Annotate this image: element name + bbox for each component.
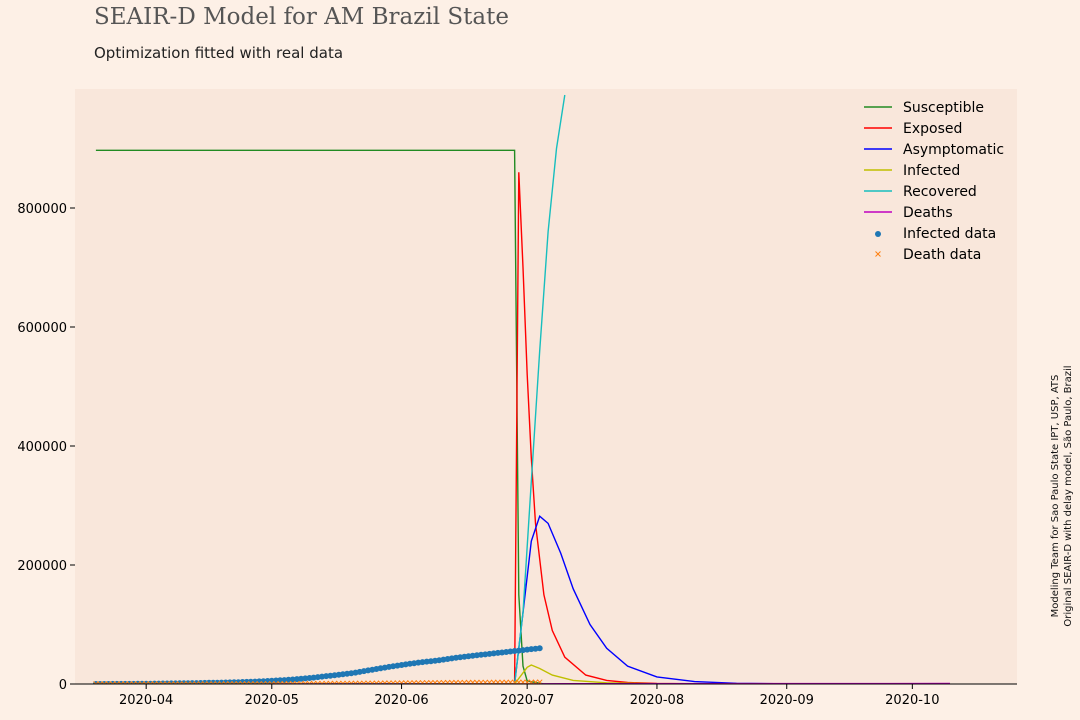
death-data-point <box>93 681 99 684</box>
legend-label: Susceptible <box>903 100 984 116</box>
x-tick-label: 2020-06 <box>374 693 428 708</box>
axes-layer: 2020-04 2020-05 2020-06 2020-07 2020-08 2020-… <box>17 202 1017 708</box>
death-data-point <box>419 679 426 684</box>
death-data-point <box>432 679 438 684</box>
death-data-point <box>469 679 476 684</box>
death-data-point <box>494 679 501 684</box>
death-data-point <box>361 680 367 684</box>
legend-item-susceptible: Susceptible <box>864 100 984 116</box>
death-data-point <box>381 680 388 684</box>
legend-label: Recovered <box>903 184 977 200</box>
death-data-point <box>428 679 434 684</box>
death-data-point <box>398 680 405 684</box>
death-data-point <box>465 679 472 684</box>
legend-label: Death data <box>903 247 981 263</box>
death-data-point <box>394 680 401 684</box>
death-data-point <box>335 680 342 684</box>
death-data-point <box>373 680 380 684</box>
legend-item-asymptomatic: Asymptomatic <box>864 142 1004 158</box>
x-tick-label: 2020-10 <box>885 693 939 708</box>
x-tick-label: 2020-04 <box>119 693 173 708</box>
legend-label: Infected <box>903 163 960 179</box>
death-data-point <box>386 680 392 684</box>
y-tick-label: 600000 <box>17 321 67 336</box>
legend-label: Exposed <box>903 121 962 137</box>
death-data-point <box>365 680 371 684</box>
death-data-point <box>407 680 413 684</box>
death-data-point <box>490 679 497 684</box>
y-tick-label: 800000 <box>17 202 67 217</box>
death-data-point <box>377 680 384 684</box>
death-data-point <box>402 680 409 684</box>
death-data-point <box>461 679 468 684</box>
x-tick-label: 2020-05 <box>245 693 299 708</box>
legend-item-recovered: Recovered <box>864 184 977 200</box>
series-susceptible-line <box>95 149 950 684</box>
x-tick-label: 2020-09 <box>760 693 814 708</box>
death-data-point <box>352 680 359 684</box>
legend-item-death-data: Death data <box>875 247 981 263</box>
legend-item-infected-data: Infected data <box>875 226 996 242</box>
legend-swatch <box>875 251 881 257</box>
y-tick-label: 400000 <box>17 440 67 455</box>
chart-title: SEAIR-D Model for AM Brazil State <box>94 4 509 30</box>
death-data-point <box>436 679 443 684</box>
series-recovered-line <box>95 94 566 684</box>
death-data-point <box>444 679 451 684</box>
legend-swatch <box>875 231 881 237</box>
death-data-point <box>482 679 489 684</box>
credit-line-1: Modeling Team for Sao Paulo State IPT, U… <box>1050 374 1061 618</box>
credit-line-2: Original SEAIR-D with delay model, São P… <box>1063 365 1074 627</box>
y-tick-label: 0 <box>59 678 67 693</box>
death-data-point <box>390 680 397 684</box>
death-data-point <box>448 679 455 684</box>
legend-item-exposed: Exposed <box>864 121 962 137</box>
y-tick-label: 200000 <box>17 559 67 574</box>
death-data-point <box>411 680 417 684</box>
death-data-point <box>453 679 459 684</box>
death-data-point <box>348 680 355 684</box>
legend-label: Deaths <box>903 205 953 221</box>
death-data-point <box>423 679 430 684</box>
x-tick-label: 2020-08 <box>630 693 684 708</box>
series-asymptomatic-line <box>95 514 951 684</box>
plot-background <box>75 89 1017 684</box>
death-data-point <box>499 679 505 684</box>
infected-data-point <box>536 645 543 652</box>
credits: Modeling Team for Sao Paulo State IPT, U… <box>1049 365 1075 626</box>
death-data-point <box>440 679 447 684</box>
death-data-point <box>486 679 493 684</box>
legend-item-infected: Infected <box>864 163 960 179</box>
death-data-point <box>478 679 484 684</box>
legend-label: Asymptomatic <box>903 142 1004 158</box>
death-data-point <box>369 680 376 684</box>
death-data-point <box>356 680 363 684</box>
death-data-point <box>474 679 480 684</box>
legend: Susceptible Exposed Asymptomatic Infected Re… <box>864 100 1004 263</box>
death-data-point <box>457 679 464 684</box>
death-data-point <box>415 680 422 684</box>
death-data-point <box>340 680 346 684</box>
death-data-point <box>344 680 350 684</box>
legend-item-deaths: Deaths <box>864 205 953 221</box>
death-data-point <box>503 679 510 684</box>
chart-subtitle: Optimization fitted with real data <box>94 44 344 62</box>
x-tick-label: 2020-07 <box>500 693 554 708</box>
legend-label: Infected data <box>903 226 996 242</box>
